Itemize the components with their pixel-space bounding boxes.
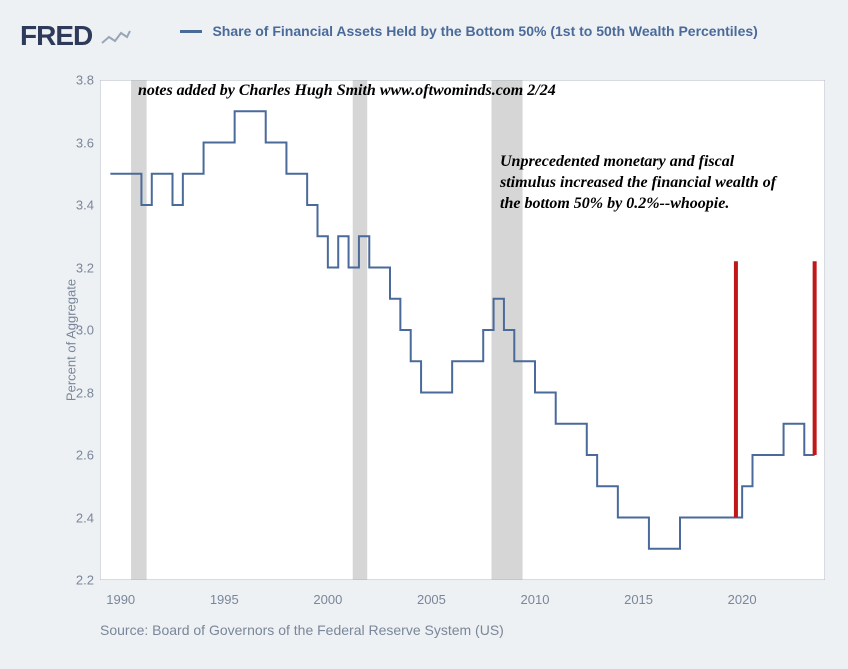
y-tick: 2.4 [54, 510, 94, 525]
legend: Share of Financial Assets Held by the Bo… [180, 22, 760, 41]
y-tick: 2.2 [54, 573, 94, 588]
y-tick: 2.6 [54, 448, 94, 463]
x-tick: 2000 [313, 592, 342, 607]
y-tick: 3.6 [54, 135, 94, 150]
x-tick: 2005 [417, 592, 446, 607]
x-tick: 1995 [210, 592, 239, 607]
annotation-top: notes added by Charles Hugh Smith www.of… [138, 82, 556, 100]
x-tick: 2015 [624, 592, 653, 607]
legend-label: Share of Financial Assets Held by the Bo… [212, 23, 757, 39]
logo-text: FRED [20, 20, 92, 51]
y-tick: 3.4 [54, 198, 94, 213]
x-tick: 2020 [728, 592, 757, 607]
y-tick: 3.0 [54, 323, 94, 338]
x-tick: 2010 [521, 592, 550, 607]
annotation-inset: Unprecedented monetary and fiscal stimul… [500, 152, 780, 214]
x-tick: 1990 [106, 592, 135, 607]
y-tick: 2.8 [54, 385, 94, 400]
source-label: Source: Board of Governors of the Federa… [100, 622, 504, 638]
y-axis-label: Percent of Aggregate [64, 279, 79, 401]
logo-chart-icon [101, 22, 131, 54]
fred-logo: FRED [20, 20, 131, 54]
y-tick: 3.2 [54, 260, 94, 275]
chart-container: FRED Share of Financial Assets Held by t… [0, 0, 848, 669]
y-tick: 3.8 [54, 73, 94, 88]
legend-swatch [180, 30, 202, 33]
